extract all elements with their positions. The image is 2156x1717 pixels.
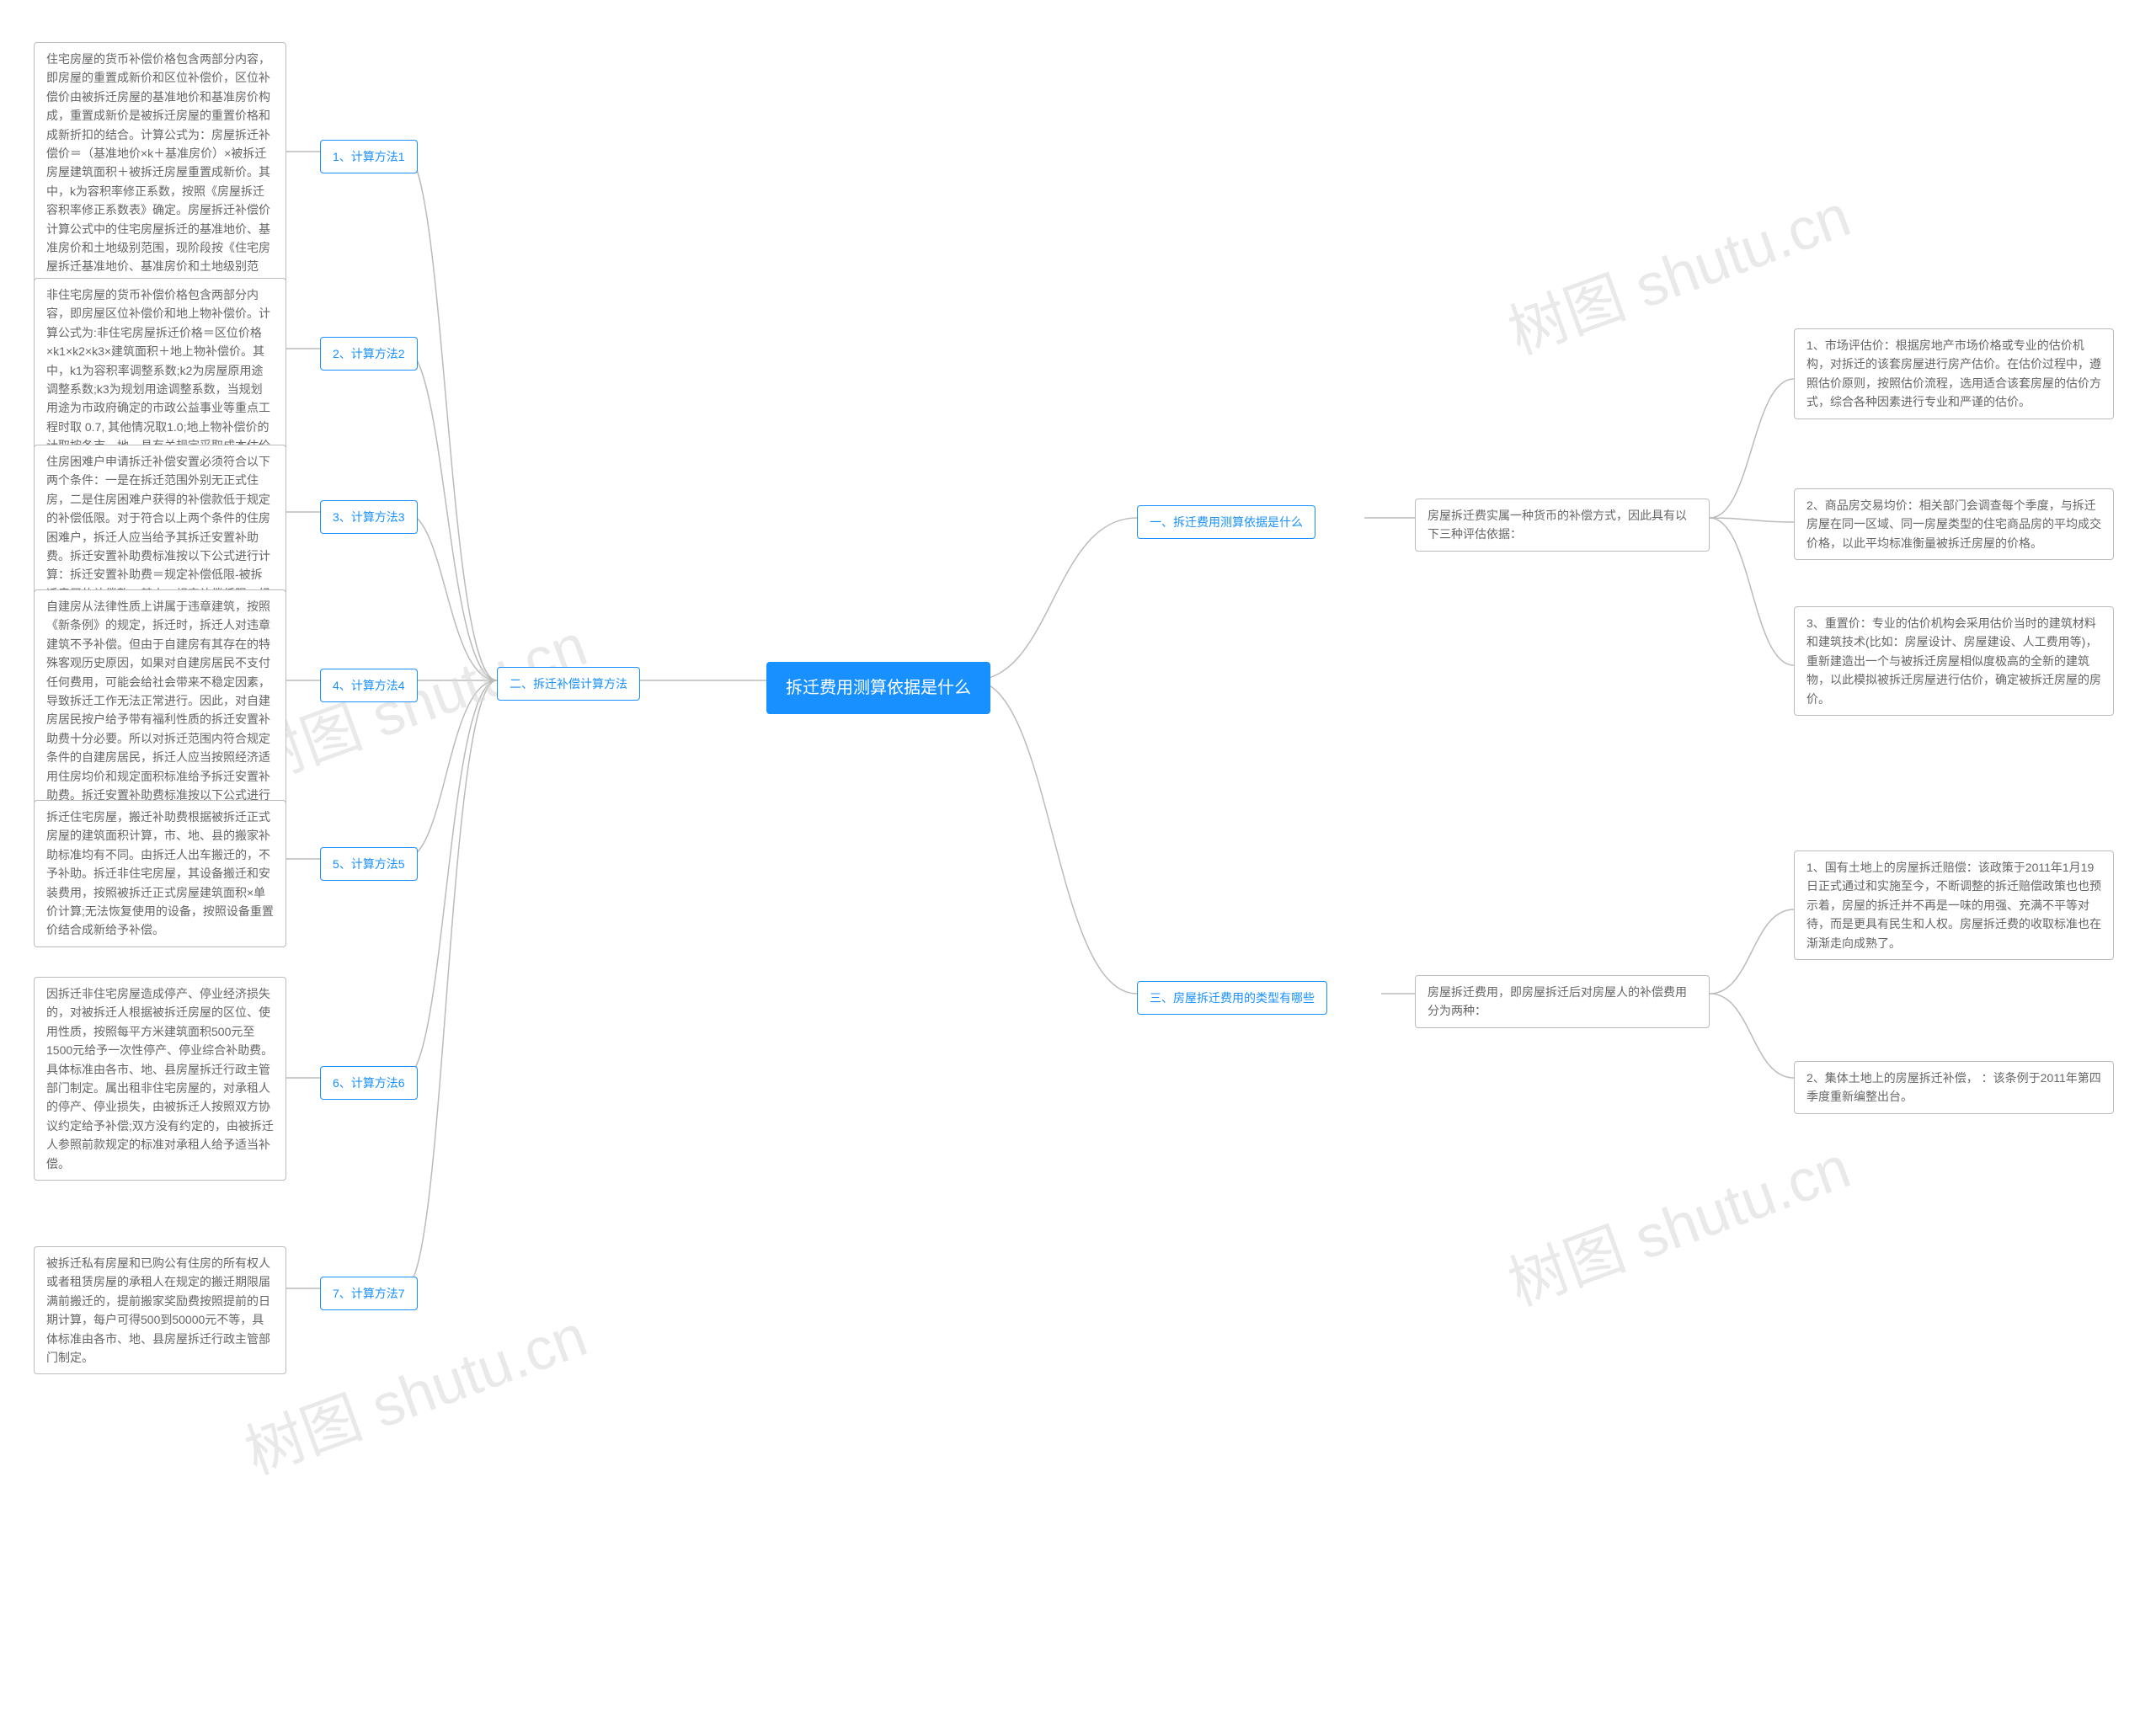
basis-item-3: 3、重置价：专业的估价机构会采用估价当时的建筑材料和建筑技术(比如：房屋设计、房… [1794, 606, 2114, 716]
method-3-title[interactable]: 3、计算方法3 [320, 500, 418, 534]
branch-types[interactable]: 三、房屋拆迁费用的类型有哪些 [1137, 981, 1327, 1015]
method-1-title[interactable]: 1、计算方法1 [320, 140, 418, 173]
types-item-2: 2、集体土地上的房屋拆迁补偿， ：该条例于2011年第四季度重新编整出台。 [1794, 1061, 2114, 1114]
types-item-1: 1、国有土地上的房屋拆迁赔偿：该政策于2011年1月19日正式通过和实施至今，不… [1794, 851, 2114, 960]
root-node[interactable]: 拆迁费用测算依据是什么 [766, 662, 990, 714]
branch-calc-methods[interactable]: 二、拆迁补偿计算方法 [497, 667, 640, 701]
method-6-title[interactable]: 6、计算方法6 [320, 1066, 418, 1100]
basis-item-1: 1、市场评估价：根据房地产市场价格或专业的估价机构，对拆迁的该套房屋进行房产估价… [1794, 328, 2114, 419]
method-5-detail: 拆迁住宅房屋，搬迁补助费根据被拆迁正式房屋的建筑面积计算，市、地、县的搬家补助标… [34, 800, 286, 947]
branch-basis-desc: 房屋拆迁费实属一种货币的补偿方式，因此具有以下三种评估依据： [1415, 499, 1710, 552]
method-5-title[interactable]: 5、计算方法5 [320, 847, 418, 881]
watermark: 树图 shutu.cn [1496, 1121, 1860, 1323]
method-7-title[interactable]: 7、计算方法7 [320, 1277, 418, 1310]
watermark: 树图 shutu.cn [232, 1289, 597, 1491]
method-6-detail: 因拆迁非住宅房屋造成停产、停业经济损失的，对被拆迁人根据被拆迁房屋的区位、使用性… [34, 977, 286, 1181]
branch-types-desc: 房屋拆迁费用，即房屋拆迁后对房屋人的补偿费用分为两种： [1415, 975, 1710, 1028]
basis-item-2: 2、商品房交易均价：相关部门会调查每个季度，与拆迁房屋在同一区域、同一房屋类型的… [1794, 488, 2114, 560]
method-2-title[interactable]: 2、计算方法2 [320, 337, 418, 371]
method-7-detail: 被拆迁私有房屋和已购公有住房的所有权人或者租赁房屋的承租人在规定的搬迁期限届满前… [34, 1246, 286, 1374]
method-4-title[interactable]: 4、计算方法4 [320, 669, 418, 702]
branch-basis[interactable]: 一、拆迁费用测算依据是什么 [1137, 505, 1315, 539]
